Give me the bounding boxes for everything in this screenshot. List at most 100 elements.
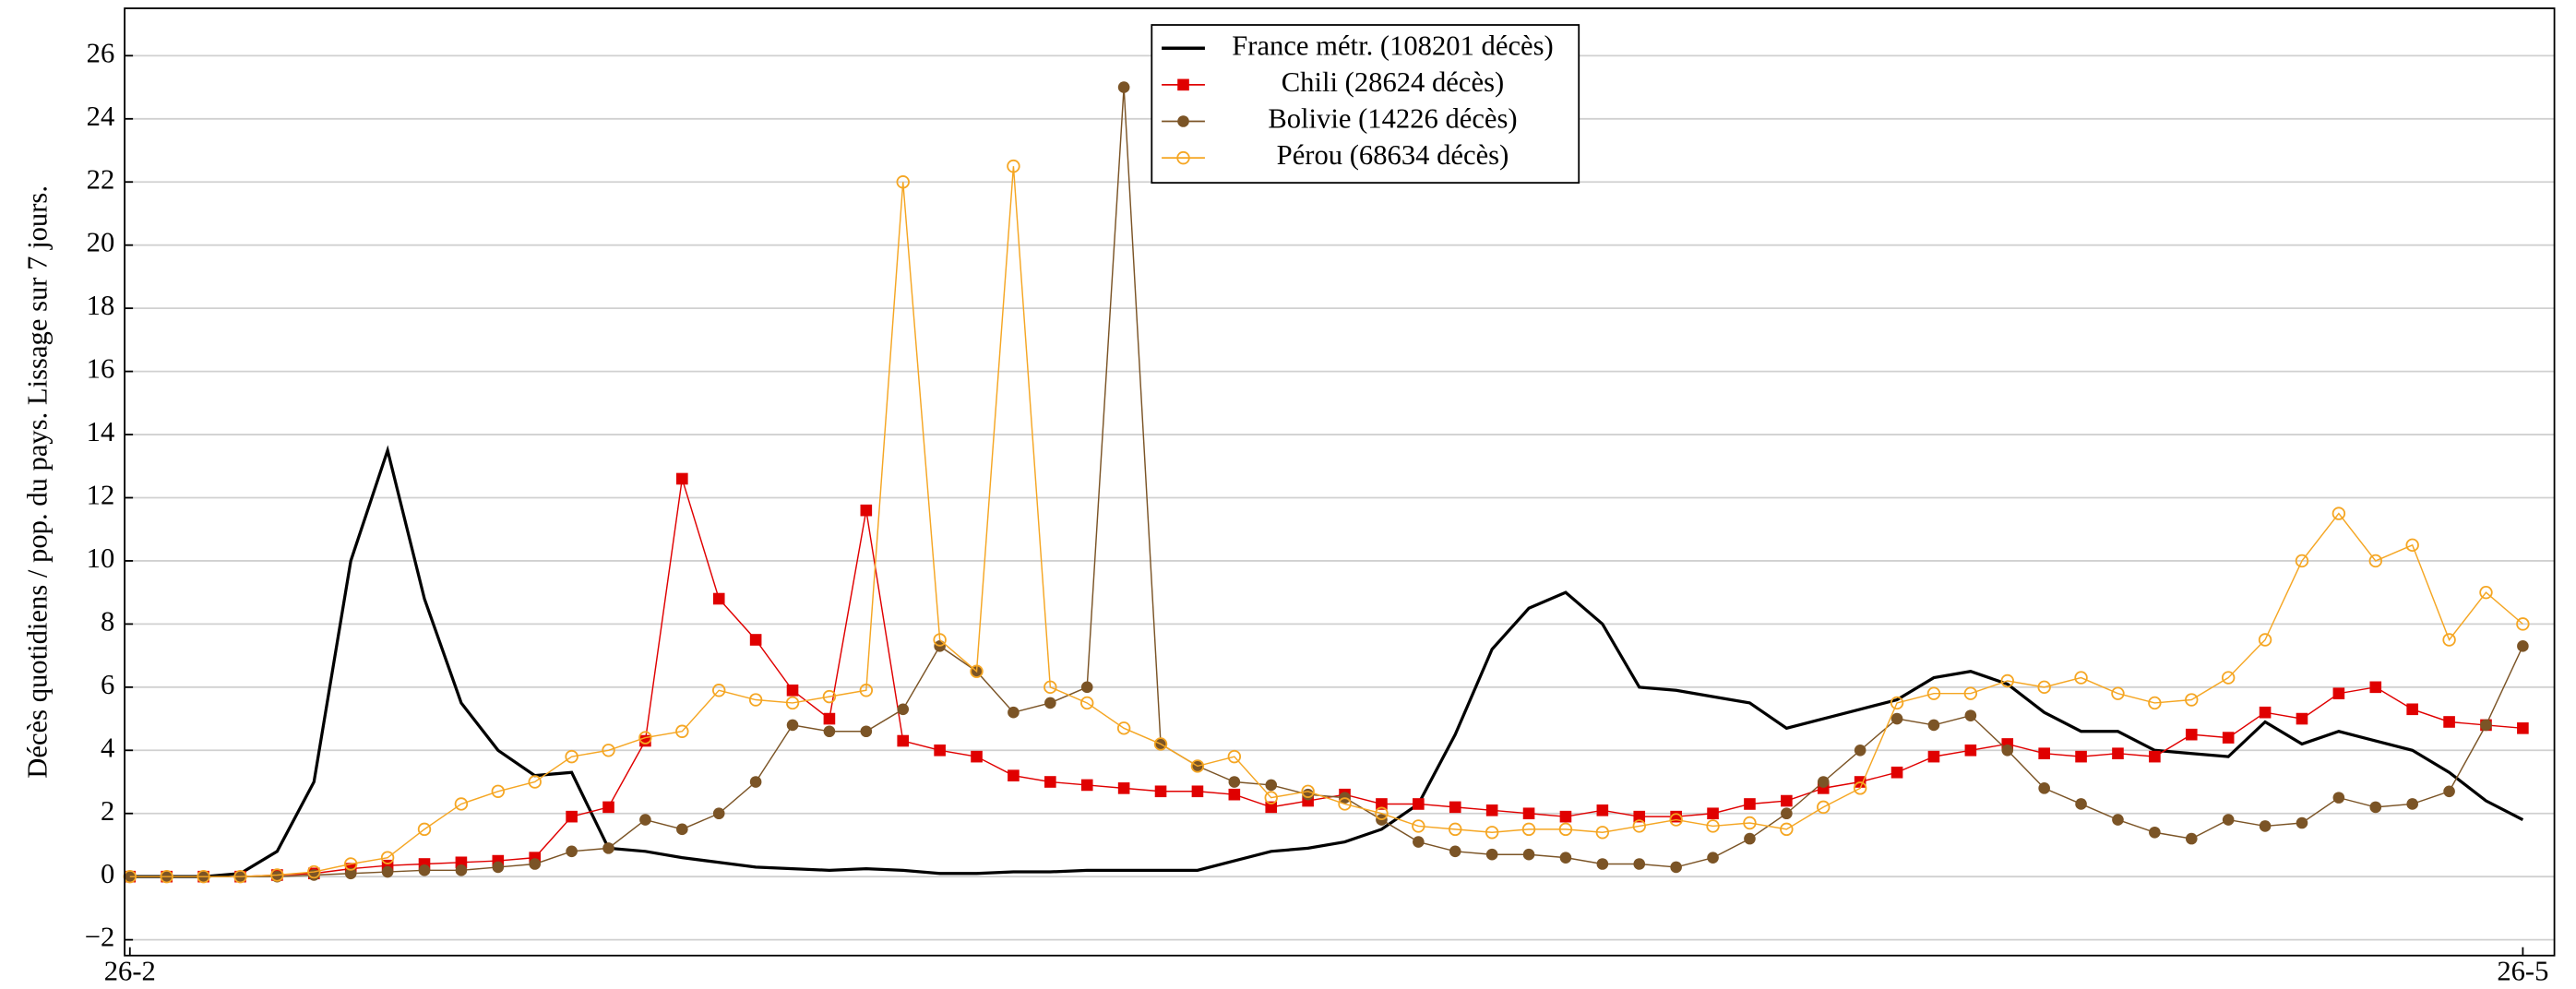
point xyxy=(343,857,358,871)
point xyxy=(2517,722,2529,734)
point xyxy=(823,712,836,725)
point xyxy=(1177,78,1189,91)
point xyxy=(381,865,394,878)
point xyxy=(2516,617,2530,631)
point xyxy=(638,731,652,745)
point xyxy=(2222,732,2235,744)
point xyxy=(1265,779,1278,792)
x-tick-label: 26-2 xyxy=(104,956,156,984)
point xyxy=(1632,819,1646,833)
point xyxy=(1412,819,1425,833)
point xyxy=(933,633,947,647)
point xyxy=(307,864,321,879)
point xyxy=(455,864,468,876)
point xyxy=(1744,798,1756,810)
plot-area xyxy=(123,81,2530,884)
point xyxy=(1743,816,1757,830)
point xyxy=(934,744,946,757)
point xyxy=(1449,822,1462,837)
point xyxy=(859,684,874,697)
point xyxy=(602,801,614,814)
point xyxy=(1228,788,1241,801)
y-tick-label: 16 xyxy=(87,353,115,385)
point xyxy=(529,858,542,870)
series-line xyxy=(129,478,2523,877)
point xyxy=(1781,794,1793,807)
y-tick-label: 24 xyxy=(87,101,115,132)
point xyxy=(2221,671,2236,685)
point xyxy=(491,784,506,798)
point xyxy=(380,851,395,864)
point xyxy=(1485,848,1498,861)
point xyxy=(417,822,432,837)
point xyxy=(822,689,837,704)
point xyxy=(2075,750,2087,763)
point xyxy=(1485,826,1499,840)
point xyxy=(2112,814,2124,826)
point xyxy=(971,750,983,763)
legend-label: Chili (28624 décès) xyxy=(1282,66,1504,98)
legend-box xyxy=(1151,24,1580,185)
point xyxy=(1669,813,1683,827)
point xyxy=(2368,554,2382,568)
point xyxy=(748,693,763,707)
point xyxy=(2001,744,2014,757)
point xyxy=(786,684,799,697)
point xyxy=(1817,800,1831,815)
point xyxy=(639,814,651,826)
point xyxy=(860,504,873,517)
point xyxy=(1375,806,1389,820)
point xyxy=(1265,801,1278,814)
legend-label: Bolivie (14226 décès) xyxy=(1268,103,1517,135)
point xyxy=(2332,506,2346,520)
point xyxy=(1780,822,1794,837)
point xyxy=(566,845,578,858)
point xyxy=(1559,810,1572,823)
point xyxy=(2443,716,2455,728)
point xyxy=(2111,686,2125,700)
point xyxy=(1008,706,1020,719)
point xyxy=(1227,749,1242,764)
point xyxy=(1376,798,1388,810)
point xyxy=(1190,759,1205,773)
point xyxy=(1853,781,1867,795)
point xyxy=(1670,810,1682,823)
y-tick-label: 4 xyxy=(101,732,114,763)
point xyxy=(1522,807,1535,820)
point xyxy=(823,725,836,738)
point xyxy=(1080,681,1093,694)
point xyxy=(270,868,284,882)
point xyxy=(1521,822,1536,837)
legend-label: Pérou (68634 décès) xyxy=(1277,139,1509,171)
point xyxy=(1449,845,1461,858)
point xyxy=(2038,782,2050,794)
point xyxy=(2406,798,2418,810)
point xyxy=(2259,820,2272,832)
point xyxy=(2406,703,2418,716)
point xyxy=(676,823,688,836)
point xyxy=(1817,776,1830,788)
y-tick-label: 10 xyxy=(87,542,115,574)
y-tick-label: 8 xyxy=(101,605,114,637)
y-tick-label: 20 xyxy=(87,227,115,258)
point xyxy=(1596,858,1609,870)
point xyxy=(786,719,799,732)
point xyxy=(197,869,210,884)
point xyxy=(675,724,689,738)
point xyxy=(676,472,688,485)
point xyxy=(2222,814,2235,826)
point xyxy=(1177,115,1189,127)
point xyxy=(1044,697,1056,709)
point xyxy=(1007,159,1020,173)
series-line xyxy=(129,166,2523,877)
y-axis-label: Décès quotidiens / pop. du pays. Lissage… xyxy=(21,185,53,779)
point xyxy=(2149,750,2161,763)
point xyxy=(2000,673,2014,688)
point xyxy=(1008,769,1020,781)
y-tick-label: −2 xyxy=(85,922,115,953)
point xyxy=(1522,848,1535,861)
point xyxy=(2037,680,2051,695)
point xyxy=(897,703,910,716)
point xyxy=(1595,826,1610,840)
point xyxy=(2074,671,2088,685)
